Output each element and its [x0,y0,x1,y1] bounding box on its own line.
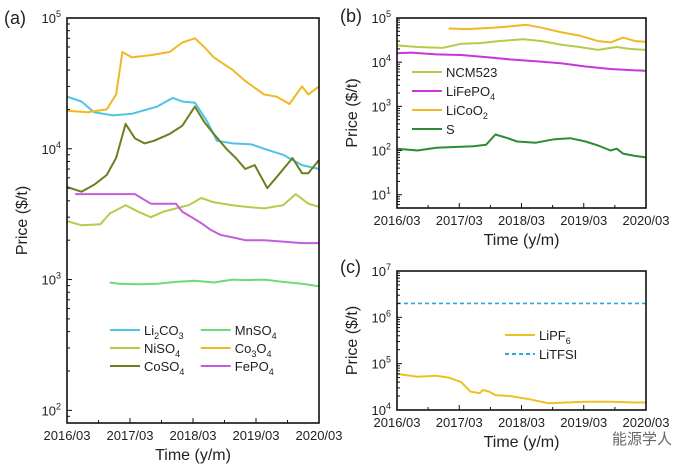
y-axis-label: Price ($/t) [344,306,361,375]
x-tick-label: 2016/03 [374,415,421,430]
y-tick-label: 107 [372,262,391,279]
y-axis-label: Price ($/t) [14,186,31,255]
y-tick-label: 105 [372,355,391,372]
y-tick-label: 102 [42,401,61,418]
y-axis-label: Price ($/t) [344,78,361,147]
legend-label-niso4: NiSO4 [144,341,180,359]
series-line-fepo4 [75,193,319,245]
y-tick-label: 102 [372,142,391,159]
legend-label-mnso4: MnSO4 [235,323,277,341]
x-tick-label: 2019/03 [233,428,280,443]
series-line-lifepo4 [396,51,647,72]
series-line-s [396,133,647,159]
plot-frame [396,17,647,209]
x-tick-label: 2017/03 [107,428,154,443]
series-line-ncm523 [396,38,647,51]
y-tick-label: 106 [372,308,391,325]
x-tick-label: 2020/03 [296,428,343,443]
series-line-niso4 [66,193,320,227]
panel-c: (c) 104 105 106 107 2016/03 2017/03 2018/03 2019… [340,257,670,451]
x-tick-label: 2016/03 [44,428,91,443]
x-tick-label: 2020/03 [623,415,670,430]
y-tick-label: 104 [372,401,391,418]
x-tick-label: 2020/03 [623,213,670,228]
panel-b: (b) 101 102 103 104 105 2016/03 2017/03 2018/03 2… [340,6,670,249]
series-line-mnso4 [109,278,320,288]
legend-label-ncm523: NCM523 [446,65,497,80]
x-tick-label: 2018/03 [498,213,545,228]
x-tick-label: 2018/03 [498,415,545,430]
x-tick-label: 2017/03 [436,415,483,430]
legend-label-licoo2: LiCoO2 [446,103,488,121]
x-tick-label: 2018/03 [170,428,217,443]
y-tick-label: 101 [372,186,391,203]
x-tick-label: 2016/03 [374,213,421,228]
series-line-lipf6 [396,372,646,405]
y-tick-label: 103 [372,97,391,114]
legend-label-lifepo4: LiFePO4 [446,84,495,102]
y-tick-label: 104 [372,53,391,70]
x-axis-label: Time (y/m) [484,232,560,249]
x-tick-label: 2017/03 [436,213,483,228]
series-line-co3o4 [66,37,320,114]
legend-label-litfsi: LiTFSI [539,347,577,362]
x-axis-label: Time (y/m) [155,447,231,464]
x-tick-label: 2019/03 [560,415,607,430]
x-axis-label: Time (y/m) [484,434,560,451]
legend-label-fepo4: FePO4 [235,359,274,377]
watermark: 能源学人 [612,431,672,448]
plot-frame [396,270,647,411]
series-line-coso4 [66,105,320,193]
panel-label: (c) [340,257,361,277]
y-tick-label: 105 [42,9,61,26]
legend-label-li2co3: Li2CO3 [144,323,184,341]
series-line-li2co3 [66,95,320,170]
legend-label-coso4: CoSO4 [144,359,184,377]
legend-label-s: S [446,122,455,137]
x-tick-label: 2019/03 [560,213,607,228]
legend-label-co3o4: Co3O4 [235,341,272,359]
y-tick-label: 105 [372,9,391,26]
legend-label-lipf6: LiPF6 [539,328,571,346]
panel-label: (b) [340,6,362,26]
y-tick-label: 103 [42,271,61,288]
y-tick-label: 104 [42,140,61,157]
panel-label: (a) [4,8,26,28]
panel-a: (a) 102 103 104 105 2016/03 2017/03 2018/03 2019… [4,8,343,464]
series-line-licoo2 [448,23,647,44]
